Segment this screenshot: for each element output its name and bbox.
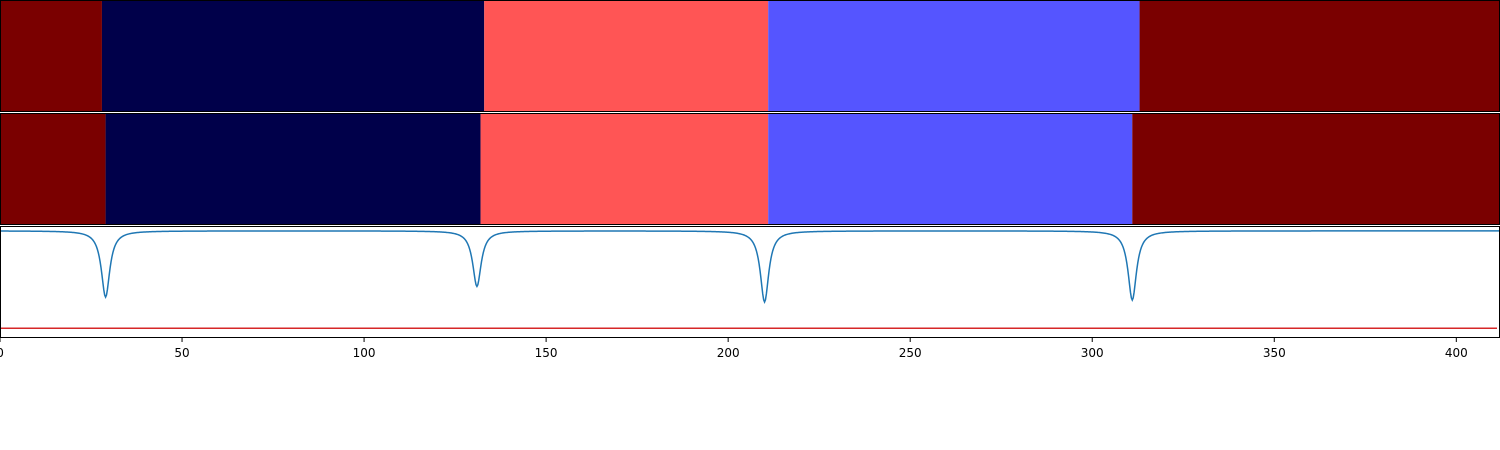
x-tick-label-150: 150: [535, 346, 558, 360]
segment-1-2: [101, 0, 485, 112]
segment-2-4: [768, 113, 1133, 225]
segment-2-2: [105, 113, 481, 225]
segment-row-2: [0, 113, 1500, 225]
x-tick-label-400: 400: [1445, 346, 1468, 360]
x-tick-label-0: 0: [0, 346, 4, 360]
signal-panel-background: [0, 226, 1500, 338]
segment-1-3: [484, 0, 769, 112]
signal-line: [0, 230, 1500, 304]
segment-1-5: [1139, 0, 1500, 112]
x-tick-label-350: 350: [1263, 346, 1286, 360]
x-tick-label-50: 50: [174, 346, 189, 360]
segment-2-5: [1132, 113, 1500, 225]
segment-2-3: [480, 113, 769, 225]
x-tick-label-100: 100: [353, 346, 376, 360]
segment-1-4: [768, 0, 1140, 112]
x-axis: 0 50 100 150 200 250 300 350 400: [0, 338, 1468, 360]
segment-row-1: [0, 0, 1500, 112]
segment-2-1: [0, 113, 106, 225]
x-tick-label-300: 300: [1081, 346, 1104, 360]
x-tick-label-200: 200: [717, 346, 740, 360]
segment-1-1: [0, 0, 102, 112]
x-tick-label-250: 250: [899, 346, 922, 360]
signal-panel: [0, 226, 1500, 338]
